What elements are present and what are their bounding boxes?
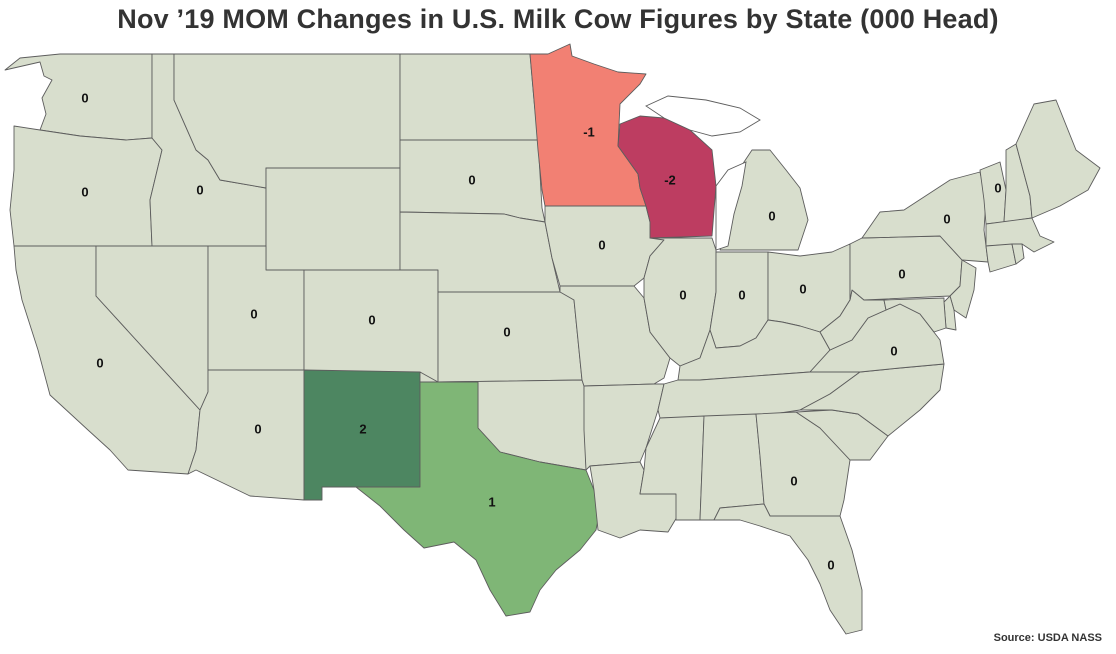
lake-superior <box>645 95 761 137</box>
state-ME[interactable] <box>1015 99 1101 219</box>
state-MO[interactable] <box>559 285 671 387</box>
label-KS: 0 <box>503 324 510 339</box>
label-VT: 0 <box>994 180 1001 195</box>
label-GA: 0 <box>790 473 797 488</box>
label-MI: 0 <box>768 208 775 223</box>
source-note: Source: USDA NASS <box>993 632 1102 644</box>
label-WI: -2 <box>664 172 676 187</box>
state-CT[interactable] <box>985 243 1017 273</box>
label-TX: 1 <box>488 494 495 509</box>
state-NE[interactable] <box>399 211 561 293</box>
state-AL[interactable] <box>699 413 765 521</box>
state-ND[interactable] <box>399 53 539 141</box>
label-NY: 0 <box>943 211 950 226</box>
label-AZ: 0 <box>254 421 261 436</box>
state-TX[interactable] <box>355 381 601 617</box>
state-WI[interactable] <box>617 115 717 239</box>
label-PA: 0 <box>898 266 905 281</box>
lake-michigan <box>715 161 747 251</box>
state-NJ[interactable] <box>949 259 977 319</box>
label-CA: 0 <box>96 355 103 370</box>
map-title: Nov ’19 MOM Changes in U.S. Milk Cow Fig… <box>117 4 999 34</box>
state-MN[interactable] <box>529 43 647 207</box>
label-IA: 0 <box>598 237 605 252</box>
label-WA: 0 <box>81 90 88 105</box>
label-IL: 0 <box>679 287 686 302</box>
label-MN: -1 <box>583 124 595 139</box>
state-PA[interactable] <box>849 235 963 301</box>
label-IN: 0 <box>738 287 745 302</box>
label-VA: 0 <box>890 343 897 358</box>
label-OR: 0 <box>81 184 88 199</box>
label-ID: 0 <box>196 182 203 197</box>
state-WY[interactable] <box>265 167 401 271</box>
state-DE[interactable] <box>943 295 957 331</box>
label-SD: 0 <box>468 172 475 187</box>
label-CO: 0 <box>368 312 375 327</box>
state-RI[interactable] <box>1011 243 1025 265</box>
state-AR[interactable] <box>583 383 665 471</box>
label-OH: 0 <box>799 281 806 296</box>
label-UT: 0 <box>250 306 257 321</box>
state-MD[interactable] <box>883 297 947 333</box>
label-FL: 0 <box>827 557 834 572</box>
state-WA[interactable] <box>4 53 153 141</box>
state-FL[interactable] <box>713 503 863 635</box>
label-NM: 2 <box>359 421 366 436</box>
